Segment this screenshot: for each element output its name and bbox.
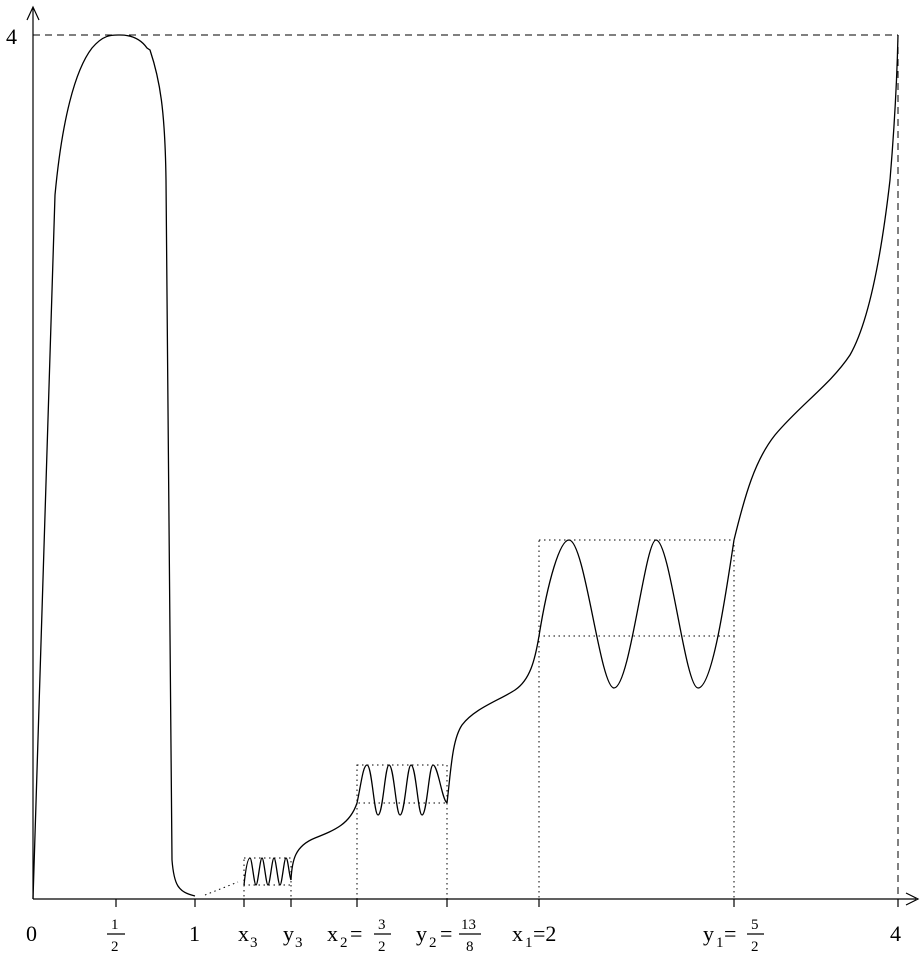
dotted-constructions	[204, 539, 735, 899]
x2-numerator: 3	[378, 917, 386, 933]
y2-denominator: 8	[466, 939, 474, 955]
box-x3-y3	[243, 857, 292, 886]
x-axis-arrowhead	[905, 892, 920, 906]
x-label-y1: y 1 = 5 2	[703, 917, 764, 955]
y-label-four: 4	[6, 24, 17, 49]
x2-denominator: 2	[378, 939, 386, 955]
y2-equals: =	[440, 921, 452, 946]
x3-sub: 3	[250, 935, 258, 951]
curve-segment-y2-x1	[446, 635, 540, 804]
x-label-zero: 0	[26, 921, 37, 946]
function-curve	[32, 34, 899, 900]
curve-oscillation-small	[243, 857, 292, 886]
x2-sub: 2	[340, 935, 348, 951]
y1-sub: 1	[716, 935, 724, 951]
y2-numerator: 13	[461, 917, 476, 933]
x-label-one: 1	[189, 921, 200, 946]
x1-value: =2	[533, 921, 556, 946]
y1-denominator: 2	[751, 939, 759, 955]
y3-main: y	[283, 921, 294, 946]
x-label-x3: x 3	[238, 921, 258, 951]
y1-numerator: 5	[751, 917, 759, 933]
dotted-continuation	[204, 881, 239, 896]
x1-sub: 1	[525, 935, 533, 951]
y2-sub: 2	[429, 935, 437, 951]
y1-main: y	[703, 921, 714, 946]
box-x2-y2	[356, 764, 448, 804]
curve-segment-y3-x2	[290, 802, 358, 881]
x1-main: x	[512, 921, 523, 946]
x-label-four: 4	[890, 921, 901, 946]
curve-oscillation-medium	[356, 764, 448, 816]
labels: 4 0 1 2 1 x 3 y 3 x 2 = 3 2 y 2 = 13	[6, 24, 901, 955]
half-denominator: 2	[111, 939, 119, 955]
x-ticks	[115, 899, 899, 907]
x-label-x1: x 1 =2	[512, 921, 556, 951]
x2-equals: =	[350, 921, 362, 946]
y1-equals: =	[724, 921, 736, 946]
y-axis-arrowhead	[26, 5, 40, 21]
x-label-y2: y 2 = 13 8	[416, 917, 481, 955]
curve-spike	[32, 34, 196, 900]
x-label-y3: y 3	[283, 921, 303, 951]
x-label-x2: x 2 = 3 2	[327, 917, 391, 955]
x-label-half: 1 2	[107, 917, 125, 955]
y2-main: y	[416, 921, 427, 946]
axes	[26, 5, 920, 906]
x2-main: x	[327, 921, 338, 946]
curve-oscillation-large	[538, 539, 735, 689]
x3-main: x	[238, 921, 249, 946]
curve-final-rise	[733, 34, 899, 541]
box-x1-y1	[538, 539, 735, 637]
boundary-guides	[33, 34, 899, 899]
y3-sub: 3	[295, 935, 303, 951]
half-numerator: 1	[111, 917, 119, 933]
